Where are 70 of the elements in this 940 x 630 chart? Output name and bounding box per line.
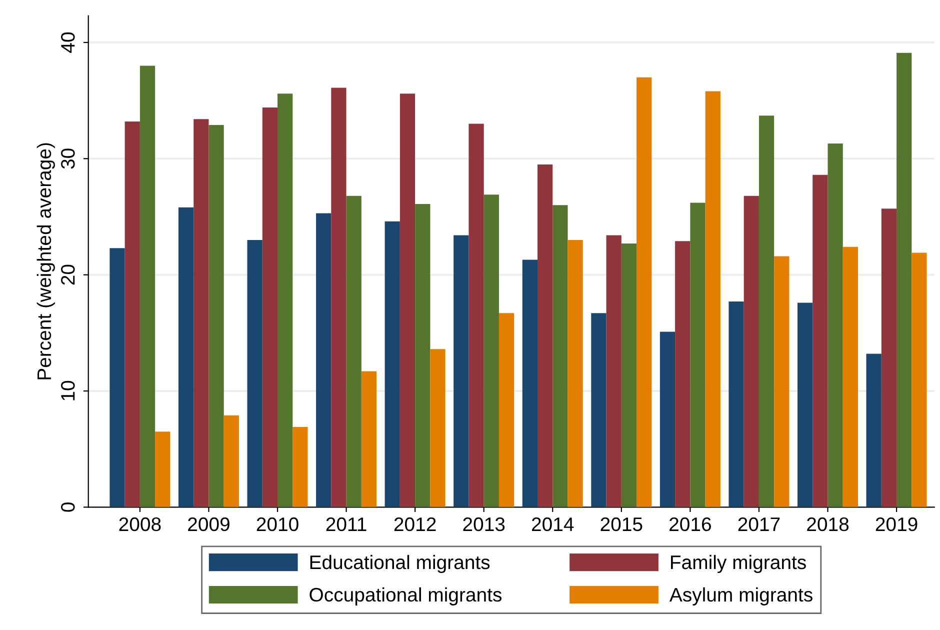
bar [705, 91, 720, 508]
bar [415, 204, 430, 508]
bar [484, 194, 499, 508]
bar [454, 235, 469, 508]
x-tick-label: 2012 [394, 517, 436, 532]
x-tick-label: 2009 [188, 517, 230, 532]
bar [262, 108, 278, 508]
legend-label: Occupational migrants [310, 587, 502, 606]
x-tick-label: 2018 [807, 517, 849, 532]
bar [842, 246, 858, 508]
bar [896, 52, 912, 508]
bar [178, 207, 194, 508]
y-axis-title: Percent (weighted average) [36, 143, 55, 380]
bar [346, 196, 362, 508]
x-tick-label: 2011 [326, 517, 366, 532]
x-tick-label: 2013 [463, 517, 505, 532]
bar [400, 94, 416, 508]
y-tick-label: 40 [61, 32, 75, 53]
bar [194, 119, 209, 508]
x-tick-label: 2015 [600, 517, 642, 532]
x-tick-label: 2010 [256, 517, 298, 532]
bar [621, 243, 637, 508]
x-tick-label: 2014 [532, 517, 574, 532]
bar [758, 116, 774, 508]
bar [331, 88, 346, 508]
bar [247, 240, 262, 508]
x-tick-label: 2016 [670, 517, 711, 532]
bar [675, 241, 690, 508]
y-tick-label: 20 [61, 264, 75, 285]
bar [774, 256, 790, 508]
bar [728, 302, 744, 508]
bar [881, 208, 897, 508]
bar [361, 371, 377, 508]
bar [384, 221, 400, 508]
legend-label: Educational migrants [310, 554, 490, 574]
bar [224, 415, 239, 508]
bar [292, 426, 308, 508]
bar [606, 235, 622, 508]
legend-label: Asylum migrants [669, 587, 812, 606]
bar [797, 302, 813, 508]
bar [744, 196, 759, 508]
bar [110, 248, 125, 508]
bar [660, 332, 676, 508]
bar [568, 240, 583, 508]
bar [912, 252, 927, 508]
bar [812, 174, 828, 508]
bar [591, 313, 606, 508]
bar [522, 260, 538, 508]
bar [498, 313, 514, 508]
x-tick-label: 2008 [119, 517, 161, 532]
bar [124, 121, 140, 508]
y-tick-label: 30 [61, 148, 75, 169]
bar [552, 205, 568, 508]
bar [866, 354, 882, 508]
bar [316, 213, 332, 508]
bar [537, 164, 553, 508]
legend-label: Family migrants [671, 554, 806, 574]
bar [468, 124, 484, 508]
x-tick-label: 2019 [876, 517, 918, 532]
bar [140, 66, 156, 508]
bar [636, 77, 652, 508]
bar [278, 94, 293, 508]
y-tick-label: 10 [61, 380, 75, 400]
y-tick-label: 0 [61, 502, 75, 512]
bar [208, 124, 224, 508]
bar [690, 202, 706, 508]
bar [430, 349, 446, 508]
bar [828, 144, 843, 508]
bar [155, 432, 170, 508]
x-tick-label: 2017 [738, 517, 780, 532]
